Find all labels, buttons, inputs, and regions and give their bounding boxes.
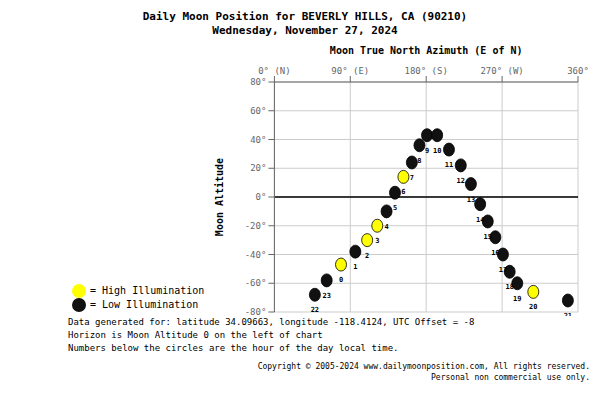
svg-text:10: 10 <box>433 147 441 155</box>
svg-text:15: 15 <box>484 233 492 241</box>
svg-text:0°: 0° <box>256 192 267 202</box>
svg-text:23: 23 <box>322 292 330 300</box>
svg-text:19: 19 <box>513 295 521 303</box>
svg-text:11: 11 <box>445 161 453 169</box>
svg-text:20°: 20° <box>250 163 266 173</box>
svg-text:0° (N): 0° (N) <box>258 66 291 76</box>
svg-text:22: 22 <box>311 306 319 314</box>
svg-text:5: 5 <box>393 204 397 212</box>
svg-text:21: 21 <box>564 312 572 316</box>
html-text:Data generated for: latitude 3: Data generated for: latitude 34.09663, l… <box>68 317 475 327</box>
svg-text:-20°: -20° <box>245 221 267 231</box>
html-text:Daily Moon Position for BEVERL: Daily Moon Position for BEVERLY HILLS, C… <box>142 10 468 23</box>
html-text:= Low Illumination: = Low Illumination <box>90 299 199 310</box>
svg-text:17: 17 <box>499 266 507 274</box>
svg-text:360°: 360° <box>567 66 589 76</box>
svg-text:4: 4 <box>384 223 388 231</box>
svg-text:14: 14 <box>476 216 484 224</box>
svg-text:Moon Altitude: Moon Altitude <box>214 158 225 236</box>
html-text:Copyright © 2005-2024 www.dail: Copyright © 2005-2024 www.dailymoonposit… <box>257 362 590 371</box>
html-text:= High Illumination: = High Illumination <box>90 285 205 296</box>
html-text:Horizon is Moon Altitude 0 on: Horizon is Moon Altitude 0 on the left o… <box>68 330 323 340</box>
svg-text:18: 18 <box>505 283 513 291</box>
svg-text:2: 2 <box>365 252 369 260</box>
svg-text:-80°: -80° <box>245 307 267 316</box>
svg-text:8: 8 <box>417 157 421 165</box>
html-text:Personal non commercial use on: Personal non commercial use only. <box>431 373 590 382</box>
svg-text:16: 16 <box>491 249 499 257</box>
html-text:Wednesday, November 27, 2024: Wednesday, November 27, 2024 <box>212 24 398 37</box>
svg-text:9: 9 <box>425 147 429 155</box>
svg-text:7: 7 <box>410 174 414 182</box>
html-text:Numbers below the circles are: Numbers below the circles are the hour o… <box>68 343 399 353</box>
svg-text:80°: 80° <box>250 77 266 87</box>
svg-text:60°: 60° <box>250 106 266 116</box>
svg-text:6: 6 <box>401 188 405 196</box>
svg-text:20: 20 <box>529 303 537 311</box>
svg-text:180° (S): 180° (S) <box>405 66 448 76</box>
svg-text:270° (W): 270° (W) <box>480 66 523 76</box>
svg-text:-40°: -40° <box>245 250 267 260</box>
svg-text:0: 0 <box>339 276 343 284</box>
svg-text:1: 1 <box>353 263 357 271</box>
svg-text:90° (E): 90° (E) <box>331 66 369 76</box>
svg-text:12: 12 <box>457 177 465 185</box>
svg-text:-60°: -60° <box>245 278 267 288</box>
svg-text:Moon True North Azimuth (E of: Moon True North Azimuth (E of N) <box>330 45 523 56</box>
svg-text:13: 13 <box>467 196 475 204</box>
svg-text:40°: 40° <box>250 135 266 145</box>
svg-text:3: 3 <box>375 237 379 245</box>
